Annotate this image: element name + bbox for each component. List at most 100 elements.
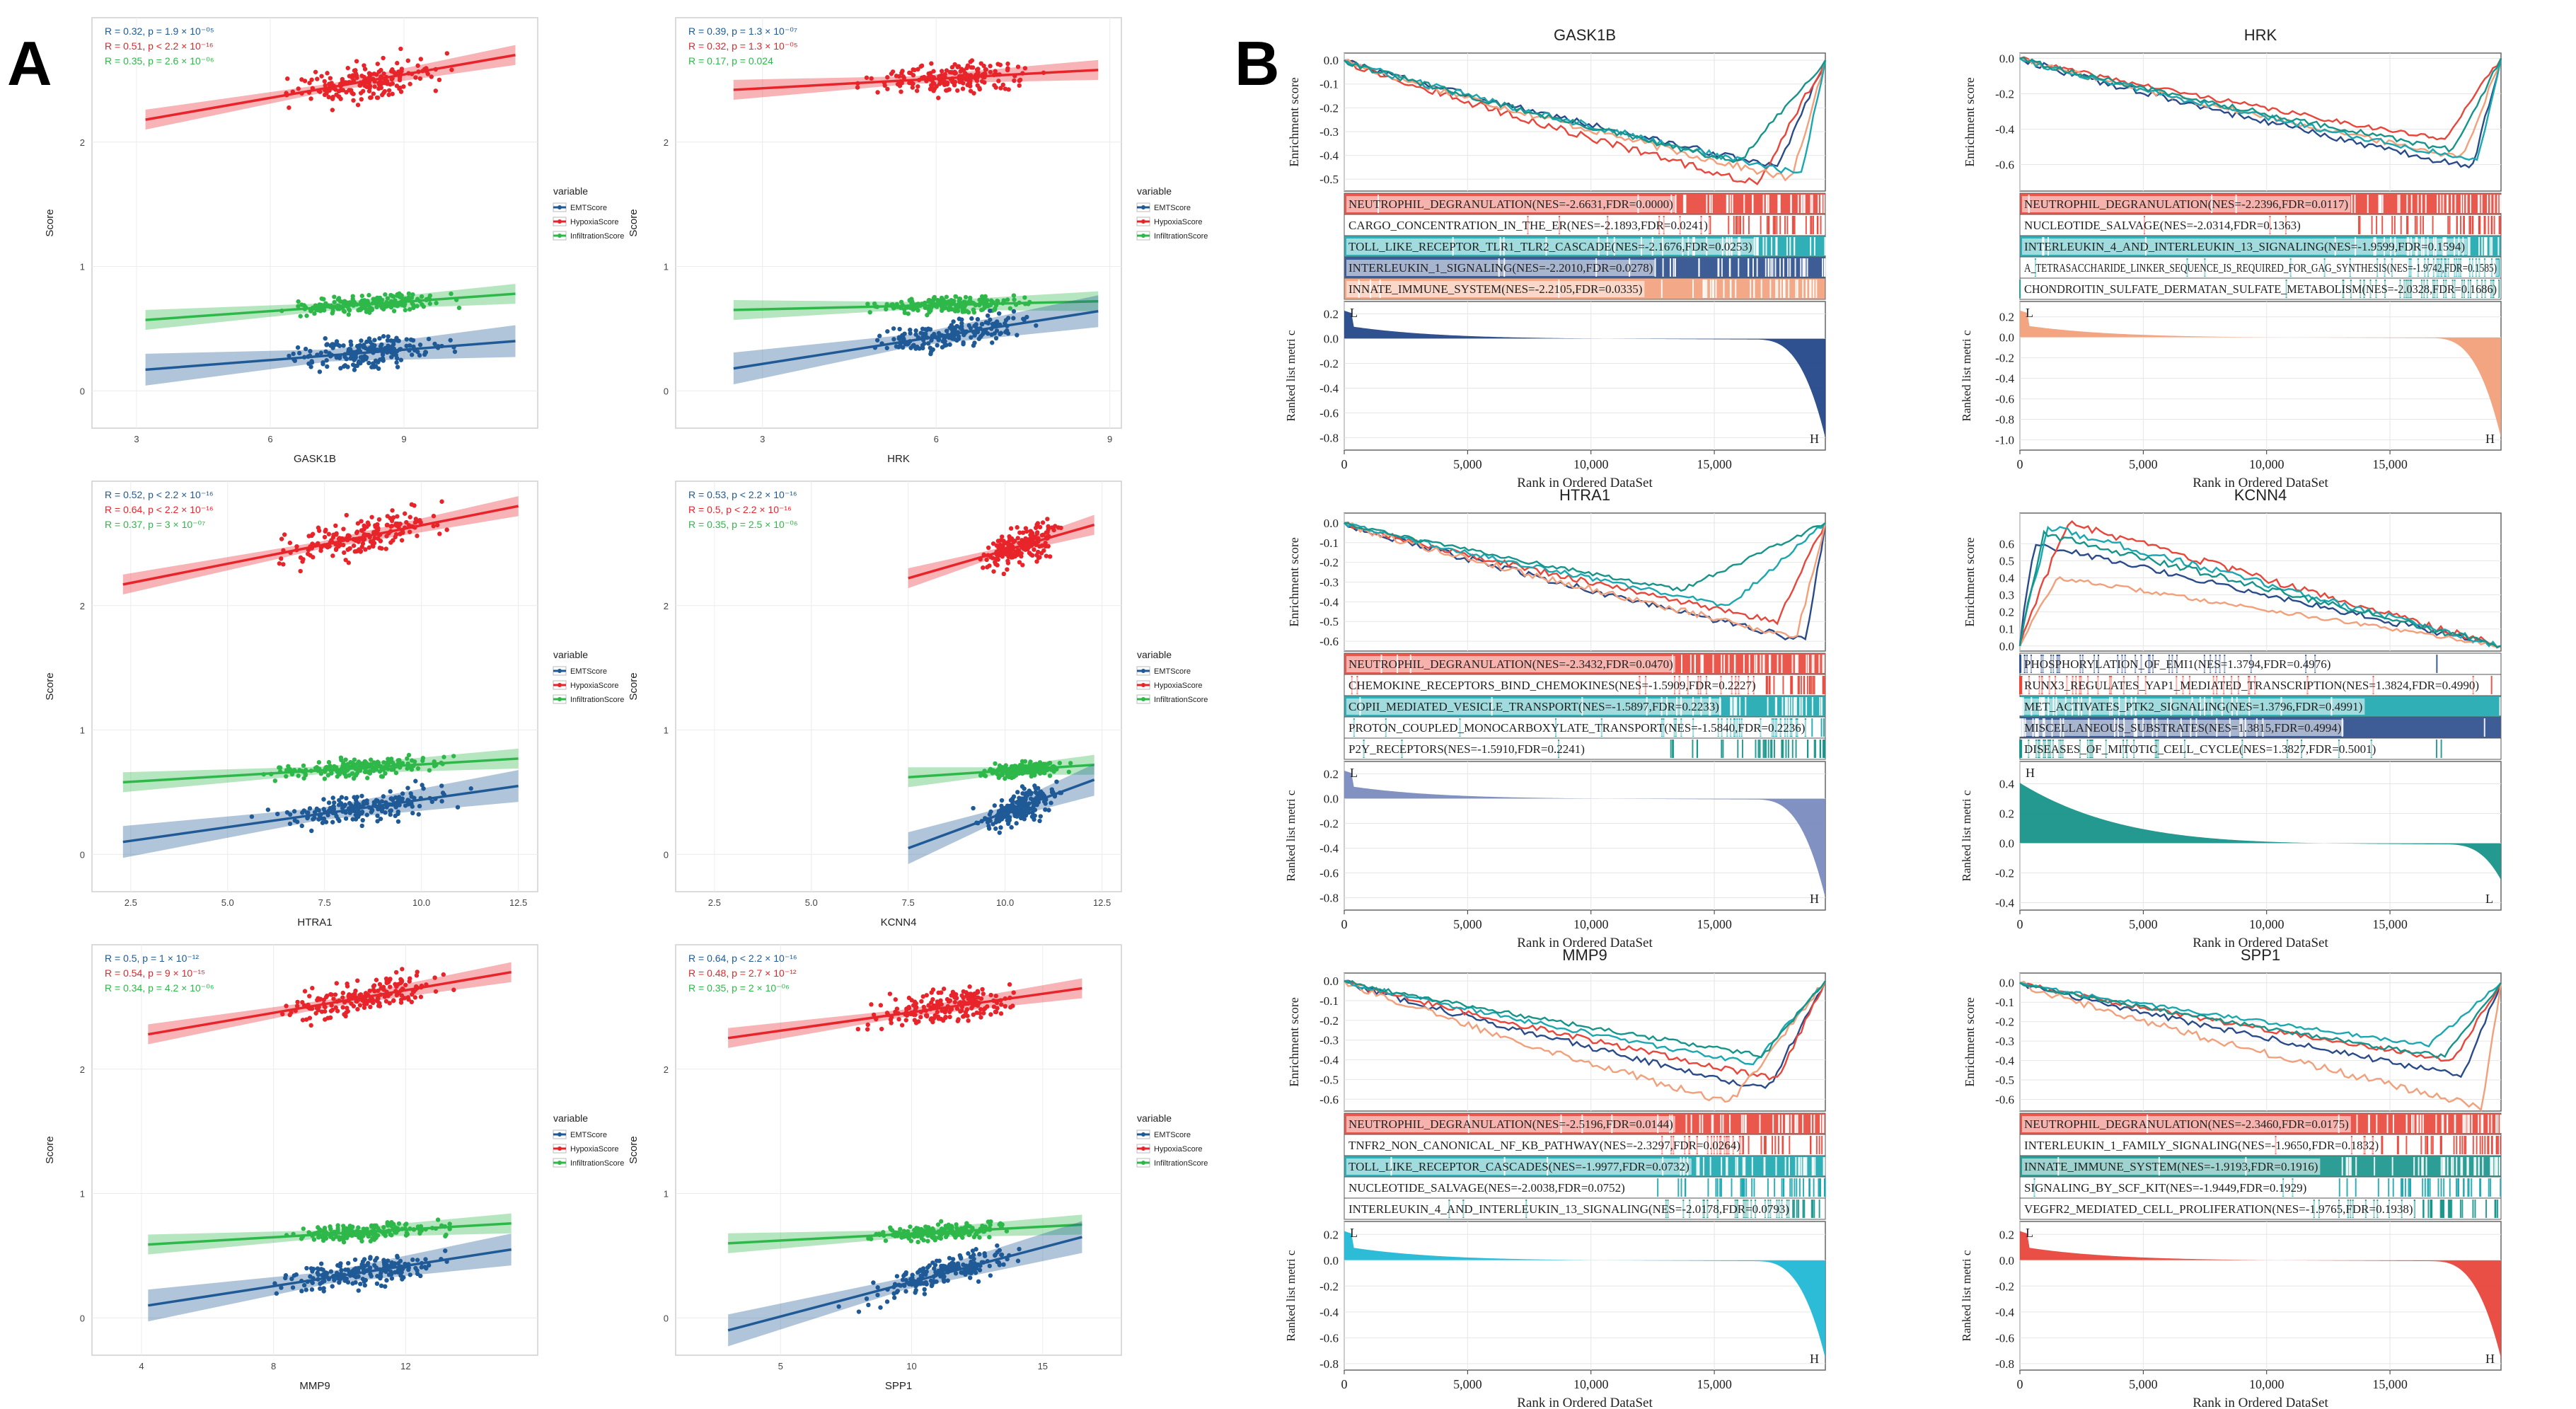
data-point: [314, 806, 320, 812]
y-tick-label: 0: [664, 849, 669, 860]
data-point: [920, 345, 925, 351]
data-point: [343, 757, 348, 762]
data-point: [353, 1280, 358, 1285]
data-point: [418, 1273, 423, 1279]
data-point: [285, 76, 290, 81]
data-point: [352, 757, 357, 762]
label-backdrop: [2022, 698, 2365, 715]
data-point: [354, 363, 360, 369]
legend-dot: [1141, 1146, 1145, 1151]
pathway-label: INTERLEUKIN_4_AND_INTERLEUKIN_13_SIGNALI…: [1348, 1202, 1789, 1216]
data-point: [355, 1006, 360, 1012]
data-point: [383, 1233, 388, 1238]
data-point: [976, 67, 981, 71]
data-point: [415, 1258, 420, 1263]
data-point: [345, 761, 350, 767]
data-point: [357, 1003, 363, 1008]
data-point: [864, 1296, 870, 1301]
data-point: [1035, 763, 1040, 768]
legend-dot: [1141, 697, 1145, 701]
data-point: [375, 995, 381, 1001]
rank-tick-label: -0.4: [1319, 382, 1339, 396]
data-point: [344, 795, 349, 801]
data-point: [1032, 535, 1036, 541]
data-point: [449, 67, 454, 72]
data-point: [941, 339, 947, 345]
data-point: [391, 309, 397, 314]
data-point: [925, 1238, 930, 1243]
data-point: [926, 1225, 931, 1230]
data-point: [307, 806, 313, 811]
legend-title: variable: [1137, 1112, 1172, 1124]
data-point: [963, 294, 969, 300]
data-point: [994, 328, 1000, 333]
data-point: [961, 989, 966, 994]
rank-frame: [1344, 301, 1826, 451]
data-point: [385, 514, 390, 519]
data-point: [362, 1005, 367, 1011]
data-point: [913, 1020, 919, 1025]
scatter-plot-kcnn4: 0 1 2 2.5 5.0 7.5 10.0 12.5 KCNN4 Score R = 0.53, …: [628, 481, 1208, 928]
data-point: [969, 995, 974, 1000]
data-point: [336, 803, 342, 807]
data-point: [994, 319, 1000, 324]
data-point: [957, 316, 962, 321]
data-point: [388, 984, 393, 989]
data-point: [969, 65, 974, 70]
data-point: [386, 88, 392, 93]
data-point: [410, 804, 415, 809]
data-point: [928, 1278, 934, 1283]
data-point: [374, 977, 379, 982]
data-point: [318, 771, 324, 776]
data-point: [348, 339, 353, 345]
data-point: [296, 86, 301, 91]
data-point: [1015, 536, 1020, 541]
data-point: [945, 80, 950, 86]
data-point: [954, 1006, 960, 1011]
y-tick-label: 0: [664, 1313, 669, 1323]
label-backdrop: [2022, 217, 2303, 234]
data-point: [307, 1016, 313, 1020]
data-point: [1015, 333, 1020, 338]
x-axis-label: MMP9: [299, 1380, 330, 1392]
data-point: [307, 81, 312, 86]
data-point: [374, 1281, 380, 1287]
data-point: [974, 322, 978, 327]
es-curve: [2019, 57, 2502, 169]
data-point: [362, 343, 366, 347]
data-point: [301, 763, 306, 769]
data-point: [1034, 795, 1039, 801]
data-point: [383, 546, 388, 551]
data-point: [884, 306, 889, 312]
data-point: [287, 353, 291, 359]
data-point: [998, 1011, 1004, 1016]
data-point: [1034, 323, 1039, 328]
data-point: [934, 84, 939, 89]
data-point: [304, 1287, 308, 1292]
data-point: [930, 80, 936, 86]
data-point: [939, 295, 945, 301]
data-point: [312, 311, 317, 316]
data-point: [995, 539, 1001, 544]
data-point: [983, 1224, 988, 1229]
stat-label: R = 0.34, p = 4.2 × 10⁻⁰⁶: [105, 982, 214, 994]
data-point: [456, 305, 462, 311]
es-tick-label: 0.2: [1999, 606, 2014, 619]
data-point: [395, 61, 400, 66]
legend-label: EMTScore: [1154, 667, 1191, 676]
stat-label: R = 0.64, p < 2.2 × 10⁻¹⁶: [105, 504, 214, 515]
rank-metric-area: [2020, 783, 2501, 880]
data-point: [340, 763, 345, 769]
data-point: [389, 1219, 394, 1225]
data-point: [1040, 520, 1046, 525]
data-point: [1007, 306, 1013, 311]
data-point: [971, 307, 976, 312]
data-point: [1009, 764, 1015, 769]
data-point: [323, 819, 329, 824]
data-point: [968, 1275, 973, 1280]
data-point: [969, 1270, 974, 1276]
gsea-title: HTRA1: [1559, 486, 1610, 504]
data-point: [357, 359, 362, 364]
stat-label: R = 0.32, p = 1.9 × 10⁻⁰⁵: [105, 25, 214, 37]
data-point: [370, 361, 376, 366]
